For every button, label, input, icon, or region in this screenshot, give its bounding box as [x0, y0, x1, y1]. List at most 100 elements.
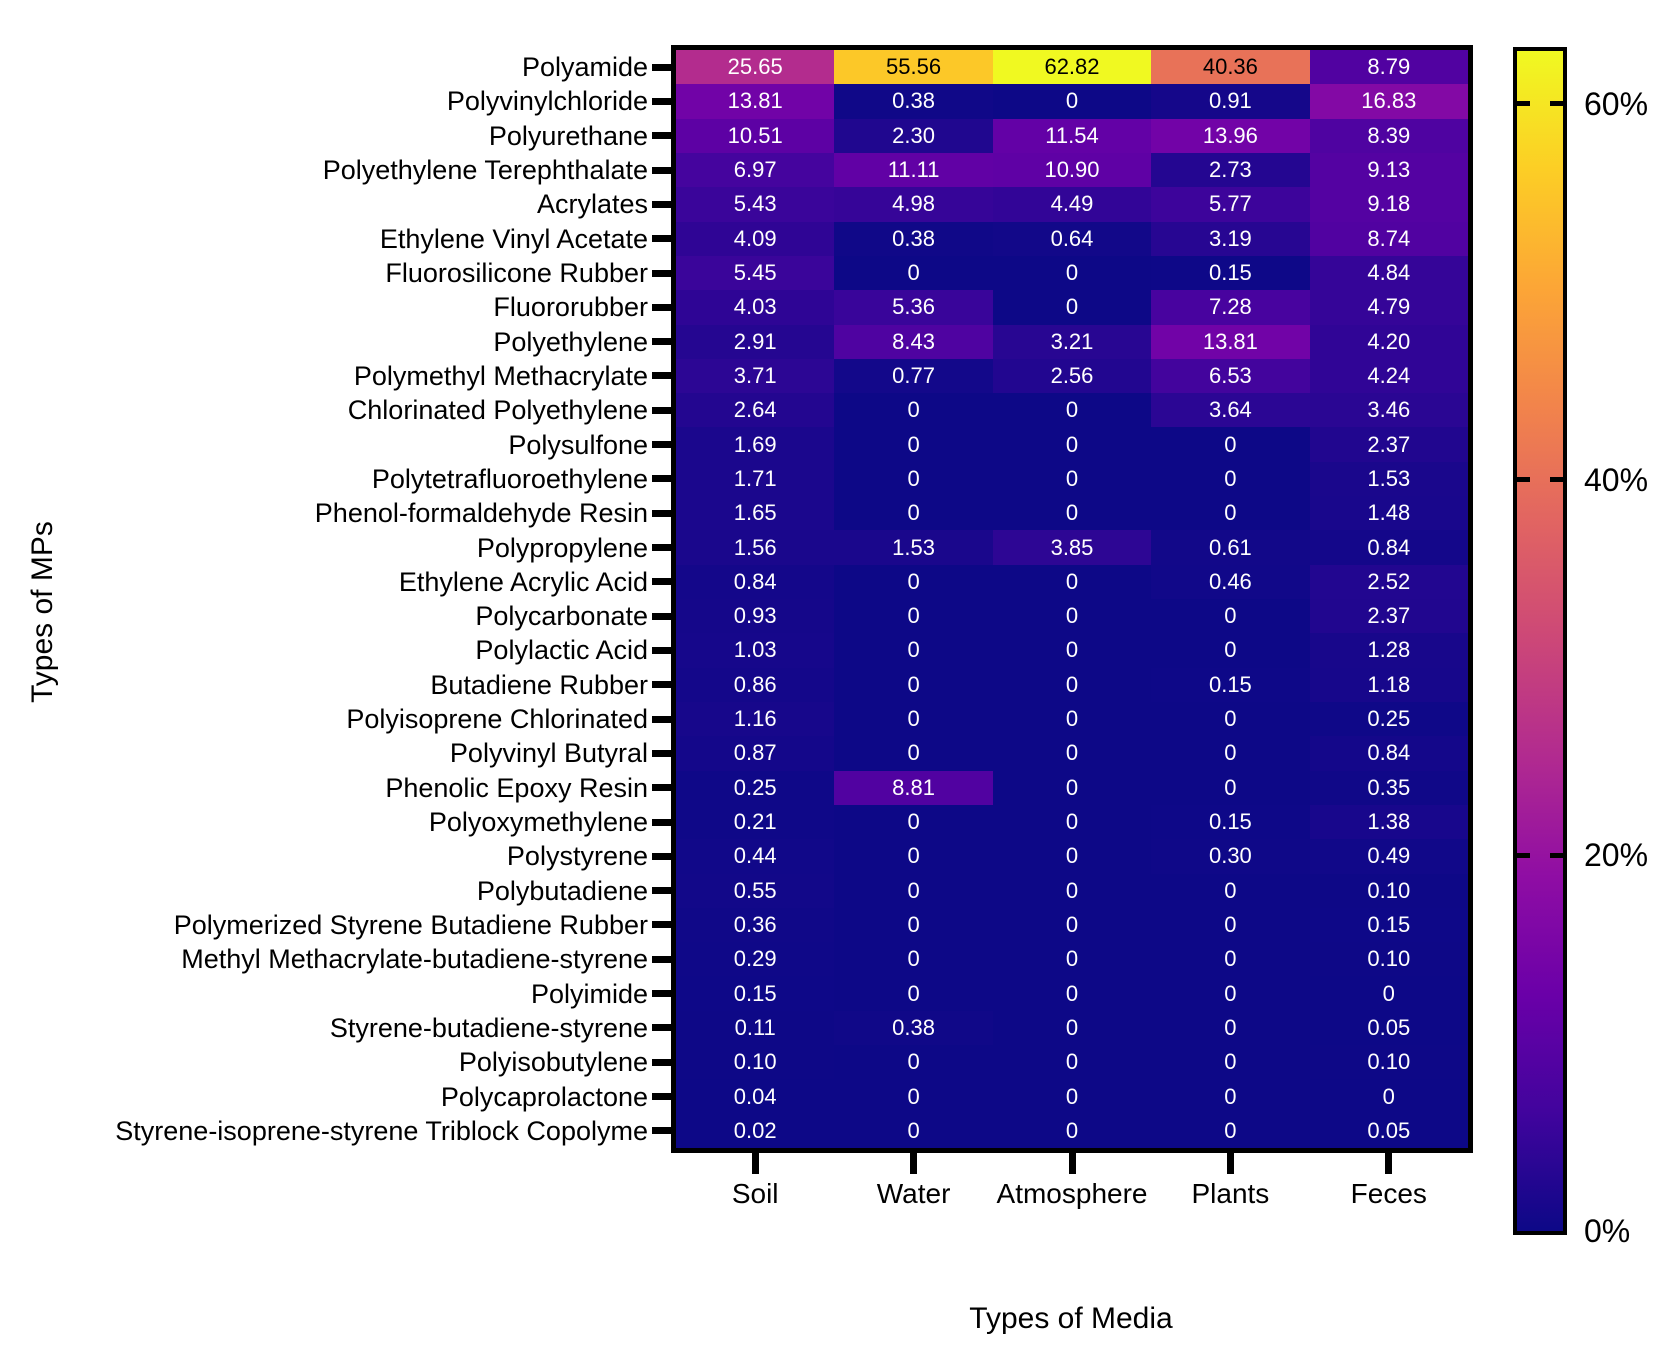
heatmap-cell: 8.39: [1309, 118, 1468, 153]
heatmap-cell: 0: [1151, 942, 1310, 977]
heatmap-cell: 0: [992, 290, 1152, 325]
heatmap-cell: 4.03: [676, 290, 835, 325]
heatmap-cell: 0: [992, 942, 1152, 977]
heatmap-cell: 0.84: [1309, 530, 1468, 565]
column-label: Water: [876, 1178, 951, 1209]
heatmap-cell: 2.91: [676, 324, 835, 359]
row-label: Ethylene Acrylic Acid: [398, 566, 648, 597]
column-label: Feces: [1350, 1178, 1427, 1209]
y-axis-tick: [652, 749, 671, 757]
row-label: Polysulfone: [508, 429, 648, 460]
heatmap-cell: 2.56: [992, 358, 1152, 394]
heatmap-cell: 0: [992, 427, 1152, 462]
heatmap-cell: 0: [1151, 633, 1310, 668]
heatmap-cell: 0: [992, 84, 1152, 119]
heatmap-cell: 0.61: [1151, 530, 1310, 565]
y-axis-tick: [652, 578, 671, 586]
heatmap-cell: 0: [1151, 1045, 1310, 1080]
heatmap-cell: 0: [992, 496, 1152, 531]
heatmap-cell: 0: [834, 839, 993, 874]
heatmap-cell: 0: [834, 907, 993, 943]
row-label: Ethylene Vinyl Acetate: [379, 223, 648, 254]
heatmap-cell: 0.15: [1151, 804, 1310, 840]
heatmap-cell: 0.10: [1309, 942, 1468, 977]
heatmap-cell: 0.02: [676, 1113, 835, 1148]
heatmap-cell: 0: [992, 701, 1152, 737]
heatmap-cell: 10.90: [992, 152, 1152, 188]
y-axis-tick: [652, 612, 671, 620]
heatmap-cell: 8.79: [1309, 50, 1468, 85]
heatmap-cell: 4.24: [1309, 358, 1468, 394]
heatmap-cell: 4.84: [1309, 255, 1468, 291]
heatmap-cell: 11.11: [834, 152, 993, 188]
y-axis-tick: [652, 955, 671, 963]
heatmap-cell: 0: [992, 907, 1152, 943]
y-axis-tick: [652, 441, 671, 449]
column-label: Plants: [1191, 1178, 1270, 1209]
heatmap-cell: 0.10: [676, 1045, 835, 1080]
heatmap-cell: 0: [992, 461, 1152, 497]
heatmap-cell: 0: [1151, 907, 1310, 943]
heatmap-cell: 0: [992, 804, 1152, 840]
heatmap-cell: 0: [834, 255, 993, 291]
heatmap-cell: 0: [1151, 1079, 1310, 1114]
heatmap-cell: 1.18: [1309, 667, 1468, 702]
heatmap-cell: 4.79: [1309, 290, 1468, 325]
heatmap-cell: 3.46: [1309, 393, 1468, 428]
heatmap-cell: 0.38: [834, 84, 993, 119]
row-label: Styrene-butadiene-styrene: [329, 1012, 648, 1043]
heatmap-cell: 9.18: [1309, 187, 1468, 222]
heatmap-cell: 0: [1309, 1079, 1468, 1114]
heatmap-cell: 0.05: [1309, 1010, 1468, 1046]
heatmap-cell: 0: [1151, 770, 1310, 805]
heatmap-cell: 0: [834, 427, 993, 462]
heatmap-cell: 2.37: [1309, 599, 1468, 634]
heatmap-cell: 0.21: [676, 804, 835, 840]
heatmap-cell: 13.81: [1151, 324, 1310, 359]
heatmap-cell: 0: [992, 873, 1152, 908]
row-label: Polyimide: [530, 978, 648, 1009]
heatmap-cell: 0.15: [1309, 907, 1468, 943]
heatmap-cell: 2.73: [1151, 152, 1310, 188]
y-axis-tick: [652, 1127, 671, 1135]
y-axis-tick: [652, 818, 671, 826]
row-label: Styrene-isoprene-styrene Triblock Copoly…: [115, 1115, 648, 1146]
heatmap-cell: 0.11: [676, 1010, 835, 1046]
colorbar-tick-label: 60%: [1584, 85, 1649, 122]
heatmap-cell: 0.44: [676, 839, 835, 874]
colorbar-tick: [1550, 852, 1563, 858]
y-axis-tick: [652, 200, 671, 208]
heatmap-cell: 0: [992, 255, 1152, 291]
heatmap-cell: 0: [992, 667, 1152, 702]
row-label: Polyoxymethylene: [428, 807, 648, 838]
heatmap-cell: 0.38: [834, 1010, 993, 1046]
y-axis-tick: [652, 303, 671, 311]
colorbar-tick: [1550, 101, 1563, 107]
heatmap-cell: 0: [834, 701, 993, 737]
heatmap-cell: 0: [992, 839, 1152, 874]
colorbar-tick: [1517, 101, 1530, 107]
heatmap-cell: 0.49: [1309, 839, 1468, 874]
colorbar-tick-label: 20%: [1584, 837, 1649, 874]
row-label: Butadiene Rubber: [430, 669, 648, 700]
heatmap-cell: 2.52: [1309, 564, 1468, 599]
x-axis-tick: [1226, 1153, 1234, 1174]
y-axis-tick: [652, 63, 671, 71]
heatmap-cell: 4.98: [834, 187, 993, 222]
y-axis-tick: [652, 166, 671, 174]
heatmap-cell: 0: [834, 599, 993, 634]
heatmap-cell: 5.43: [676, 187, 835, 222]
heatmap-cell: 0.77: [834, 358, 993, 394]
heatmap-cell: 0.86: [676, 667, 835, 702]
heatmap-cell: 0: [1151, 701, 1310, 737]
heatmap-cell: 0: [834, 1045, 993, 1080]
heatmap-cell: 13.96: [1151, 118, 1310, 153]
heatmap-cell: 1.53: [1309, 461, 1468, 497]
heatmap-cell: 0: [992, 976, 1152, 1011]
heatmap-cell: 0.15: [1151, 255, 1310, 291]
heatmap-cell: 0.38: [834, 221, 993, 256]
y-axis-tick: [652, 338, 671, 346]
heatmap-cell: 1.28: [1309, 633, 1468, 668]
heatmap-cell: 0.84: [1309, 736, 1468, 771]
heatmap-cell: 0: [834, 1079, 993, 1114]
